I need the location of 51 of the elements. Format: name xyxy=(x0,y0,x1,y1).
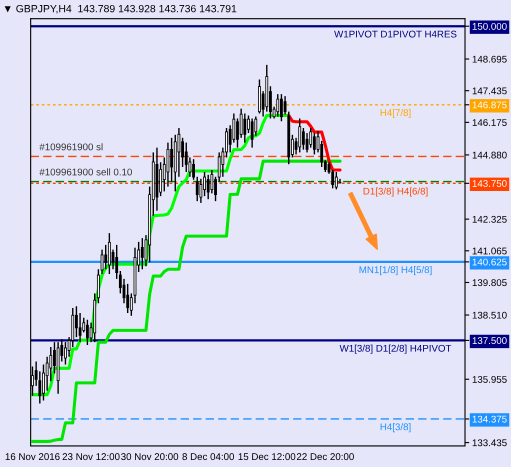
y-tick-label: 146.175 xyxy=(472,119,507,126)
candlestick xyxy=(302,127,305,150)
ref-line-label: W1[3/8] D1[2/8] H4PIVOT xyxy=(340,344,452,354)
candlestick xyxy=(276,93,280,118)
y-tick-label: 147.435 xyxy=(472,87,507,94)
candlestick xyxy=(104,244,108,270)
y-tick-label: 133.435 xyxy=(472,439,507,446)
y-tick-label: 138.510 xyxy=(472,312,507,319)
chart-title: ▼ GBPJPY,H4 143.789 143.928 143.736 143.791 xyxy=(4,4,236,14)
y-tick-label: 134.375 xyxy=(472,416,507,423)
candlestick xyxy=(170,137,174,182)
candlestick xyxy=(184,142,188,173)
y-tick-label: 140.625 xyxy=(472,258,507,266)
candlestick xyxy=(140,237,144,270)
ref-line-label: MN1[1/8] H4[5/8] xyxy=(360,266,432,276)
candlestick xyxy=(166,142,170,188)
candlestick xyxy=(250,118,254,148)
x-tick-label: 23 Nov 12:00 xyxy=(62,453,120,460)
ref-line-label: W1PIVOT D1PIVOT H4RES xyxy=(334,30,456,38)
y-tick-label: 141.065 xyxy=(472,248,507,254)
y-tick-label: 142.325 xyxy=(472,216,507,223)
y-tick-label: 139.805 xyxy=(472,279,507,286)
candlestick xyxy=(64,341,67,366)
candlestick xyxy=(159,162,162,197)
x-tick-label: 15 Dec 12:00 xyxy=(238,453,296,460)
y-tick-label: 148.695 xyxy=(472,56,507,63)
ref-line-label: H4[3/8] xyxy=(380,423,410,432)
candlestick xyxy=(312,132,316,156)
candlestick xyxy=(306,132,308,154)
candlestick xyxy=(280,93,283,122)
y-tick-label: 143.750 xyxy=(472,180,507,187)
ref-line-label: H4[7/8] xyxy=(380,108,410,118)
x-tick-label: 30 Nov 20:00 xyxy=(121,453,178,460)
y-tick-label: 144.880 xyxy=(472,152,507,159)
candlestick xyxy=(334,171,338,190)
y-tick-label: 150.000 xyxy=(472,22,507,30)
x-tick-label: 8 Dec 04:00 xyxy=(182,453,234,460)
x-tick-label: 22 Dec 20:00 xyxy=(296,453,354,460)
candlestick xyxy=(108,232,111,275)
ref-line-label: D1[3/8] H4[6/8] xyxy=(364,187,428,197)
x-tick-label: 16 Nov 2016 xyxy=(6,453,60,460)
ref-line-label: #109961900 sell 0.10 xyxy=(39,168,132,176)
candlestick xyxy=(74,306,78,338)
y-tick-label: 135.955 xyxy=(472,376,507,383)
candlestick xyxy=(206,174,210,200)
y-tick-label: 137.500 xyxy=(472,337,507,344)
candlestick xyxy=(86,319,89,346)
candlestick xyxy=(126,283,130,314)
line-series xyxy=(287,114,342,172)
ref-line-label: #109961900 sl xyxy=(39,143,102,150)
y-tick-label: 146.875 xyxy=(472,102,507,108)
